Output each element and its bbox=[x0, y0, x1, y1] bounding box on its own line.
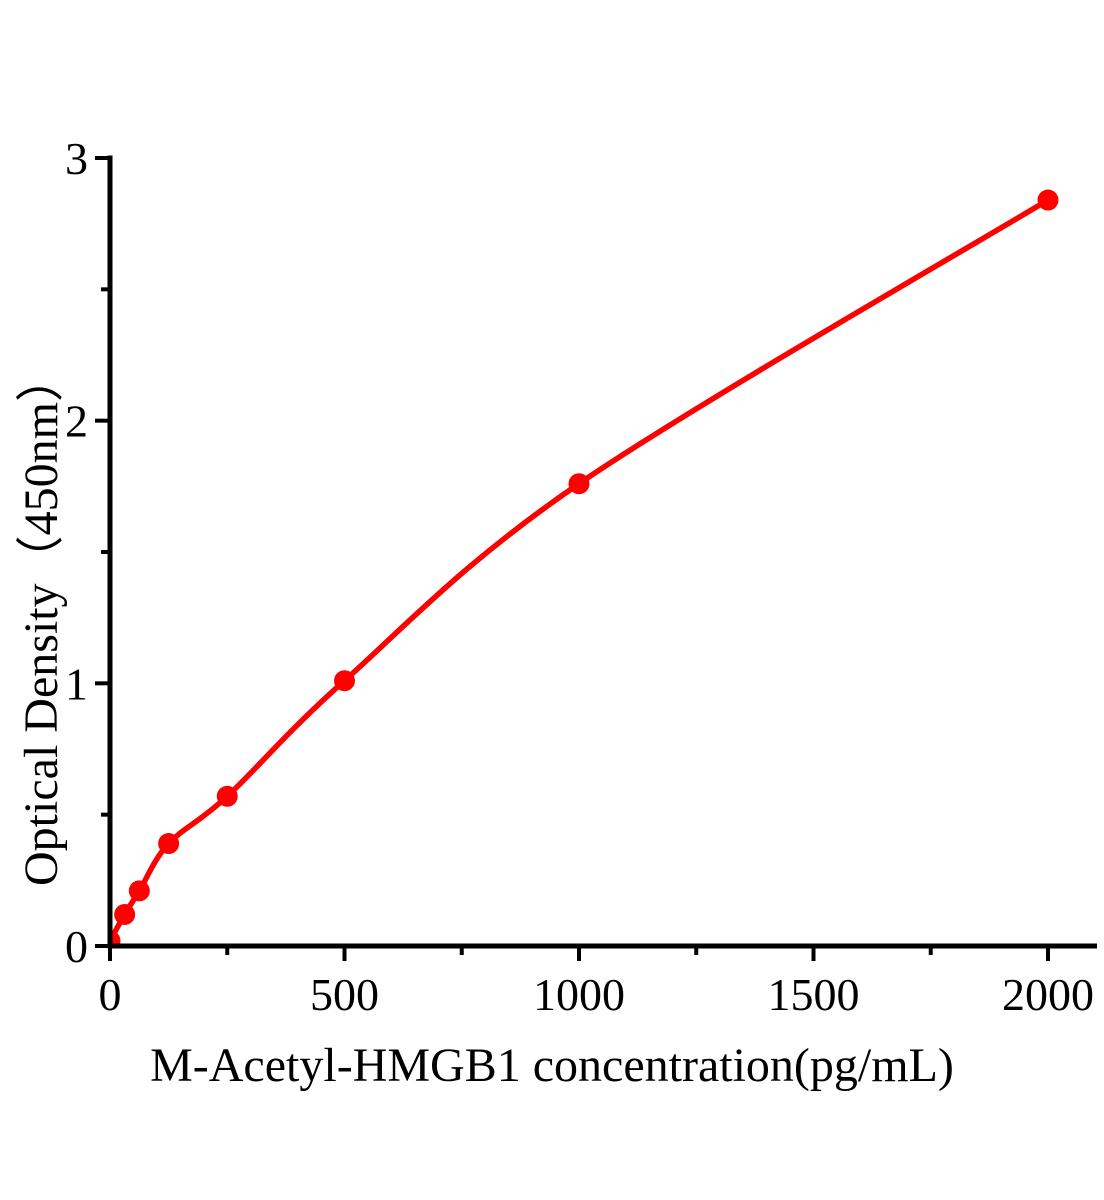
data-point bbox=[1037, 189, 1059, 211]
data-point bbox=[568, 473, 590, 495]
x-tick-label: 1000 bbox=[533, 969, 625, 1020]
x-tick-label: 500 bbox=[310, 969, 379, 1020]
x-tick-label: 1500 bbox=[768, 969, 860, 1020]
y-tick-label: 3 bbox=[65, 133, 88, 184]
data-point bbox=[158, 833, 180, 855]
fit-curve bbox=[112, 197, 1050, 943]
y-tick-label: 2 bbox=[65, 396, 88, 447]
y-tick-label: 1 bbox=[65, 658, 88, 709]
data-point bbox=[114, 903, 136, 925]
data-point bbox=[216, 785, 238, 807]
x-tick-label: 0 bbox=[99, 969, 122, 1020]
x-tick-label: 2000 bbox=[1002, 969, 1094, 1020]
data-point bbox=[128, 880, 150, 902]
y-axis-title: Optical Density（450nm） bbox=[15, 354, 68, 886]
data-point bbox=[112, 930, 121, 944]
data-point bbox=[334, 670, 355, 692]
x-axis-title: M-Acetyl-HMGB1 concentration(pg/mL) bbox=[150, 1039, 954, 1092]
y-tick-label: 0 bbox=[65, 921, 88, 972]
plot-area bbox=[112, 189, 1059, 944]
